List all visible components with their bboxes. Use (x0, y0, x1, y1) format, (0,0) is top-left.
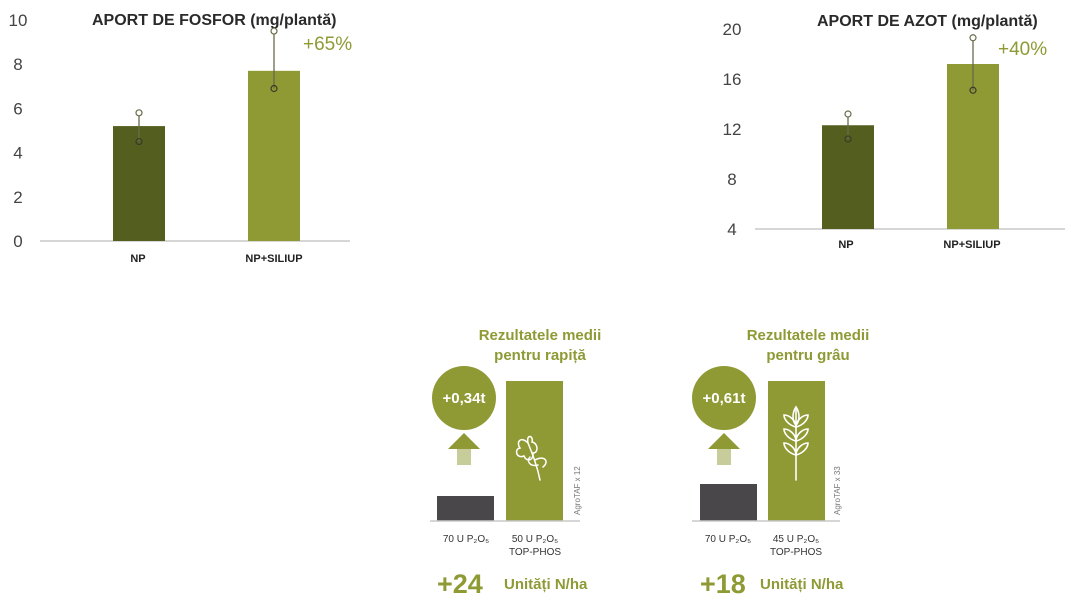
x-tick-label: NP+SILIUP (943, 239, 1000, 251)
unit-text: Unități N/ha (760, 576, 844, 593)
error-cap-top (969, 34, 977, 42)
gain-badge (432, 366, 496, 430)
result-rapita: Rezultatele medii pentru rapiță +0,34t A… (430, 327, 602, 599)
y-tick-label: 12 (723, 120, 742, 139)
y-tick-label: 0 (13, 232, 22, 251)
error-cap-bottom (270, 84, 278, 93)
chart-fosfor: APORT DE FOSFOR (mg/plantă) 0 2 4 6 8 10 NP N… (9, 11, 353, 265)
unit-text: Unități N/ha (504, 576, 588, 593)
bar-np (822, 125, 874, 229)
gain-value: +0,34t (443, 390, 486, 407)
bar-reference (700, 484, 757, 521)
y-axis: 4 8 12 16 20 (723, 20, 742, 239)
result-title-line1: Rezultatele medii (747, 327, 870, 344)
up-arrow-icon (448, 433, 480, 465)
increase-annotation: +40% (998, 39, 1047, 60)
bar-top-phos-label-line1: 50 U P₂O₅ (512, 534, 558, 545)
big-number: +24 (437, 569, 483, 599)
bar-np-siliup (947, 64, 999, 229)
bar-np-siliup (248, 70, 300, 241)
bar-reference (437, 496, 494, 521)
bar-top-phos (506, 381, 563, 521)
bar-top-phos-label-line2: TOP-PHOS (509, 547, 561, 558)
bar-top-phos-label-line1: 45 U P₂O₅ (773, 534, 819, 545)
result-title-line2: pentru grâu (766, 347, 849, 364)
vertical-label: AgroTAF x 12 (573, 466, 582, 515)
y-tick-label: 10 (9, 11, 28, 30)
gain-value: +0,61t (703, 390, 746, 407)
y-tick-label: 16 (723, 70, 742, 89)
bars (113, 27, 300, 241)
bar-top-phos-label-line2: TOP-PHOS (770, 547, 822, 558)
y-tick-label: 2 (13, 188, 22, 207)
result-title-line2: pentru rapiță (494, 347, 586, 364)
error-cap-bottom (844, 135, 852, 143)
error-cap-bottom (135, 137, 143, 146)
result-grau: Rezultatele medii pentru grâu +0,61t Agr… (692, 327, 870, 599)
gain-badge (692, 366, 756, 430)
y-tick-label: 6 (13, 99, 22, 118)
y-tick-label: 20 (723, 20, 742, 39)
result-title-line1: Rezultatele medii (479, 327, 602, 344)
x-tick-label: NP (130, 253, 145, 265)
chart-azot: APORT DE AZOT (mg/plantă) 4 8 12 16 20 NP NP… (723, 13, 1065, 251)
y-tick-label: 4 (13, 144, 22, 163)
y-axis: 0 2 4 6 8 10 (9, 11, 28, 251)
increase-annotation: +65% (303, 34, 352, 55)
bar-reference-label: 70 U P₂O₅ (705, 534, 751, 545)
wheat-icon (783, 405, 809, 481)
big-number: +18 (700, 569, 746, 599)
bar-reference-label: 70 U P₂O₅ (443, 534, 489, 545)
error-cap-top (135, 109, 143, 117)
vertical-label: AgroTAF x 33 (833, 466, 842, 515)
error-cap-top (270, 27, 278, 35)
y-tick-label: 8 (727, 170, 736, 189)
error-cap-top (844, 110, 852, 118)
y-tick-label: 8 (13, 55, 22, 74)
chart-title: APORT DE FOSFOR (mg/plantă) (92, 12, 336, 29)
x-tick-label: NP (838, 239, 853, 251)
x-tick-label: NP+SILIUP (245, 253, 302, 265)
bars (822, 34, 999, 229)
flower-icon (515, 435, 547, 481)
up-arrow-icon (708, 433, 740, 465)
chart-title: APORT DE AZOT (mg/plantă) (817, 13, 1038, 30)
error-cap-bottom (969, 86, 977, 94)
y-tick-label: 4 (727, 220, 736, 239)
bar-np (113, 126, 165, 241)
